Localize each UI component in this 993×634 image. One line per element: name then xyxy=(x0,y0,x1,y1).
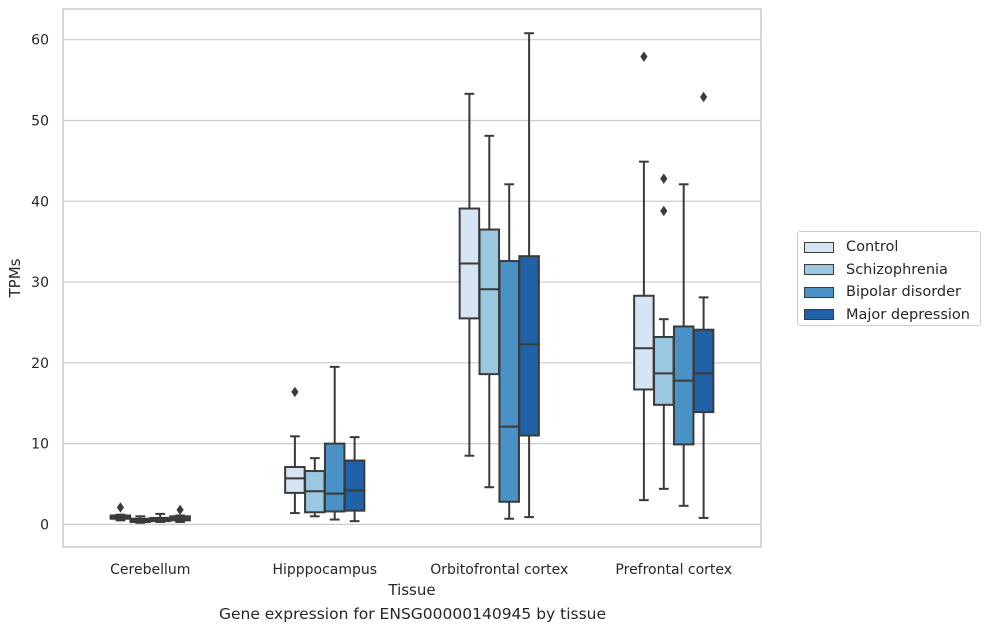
box-control-cerebellum xyxy=(109,502,132,522)
box-schizophrenia-hipppocampus xyxy=(304,457,326,518)
plot-frame xyxy=(62,8,762,548)
y-tick-label: 20 xyxy=(31,356,49,372)
y-tick-label: 50 xyxy=(31,113,49,129)
legend-item-major-depression: Major depression xyxy=(804,304,980,327)
grid-lines xyxy=(63,39,761,525)
x-axis-label: Tissue xyxy=(387,581,435,599)
outlier-point xyxy=(116,502,124,513)
box-control-prefrontal-cortex xyxy=(633,51,655,502)
box-iqr xyxy=(343,459,366,512)
x-tick-label-orbitofrontal-cortex: Orbitofrontal cortex xyxy=(430,562,568,578)
legend-label-bipolar-disorder: Bipolar disorder xyxy=(846,284,961,301)
y-tick-labels: 0 10 20 30 40 50 60 xyxy=(31,33,49,534)
box-schizophrenia-cerebellum xyxy=(129,515,152,524)
outlier-point xyxy=(660,173,668,184)
legend-label-major-depression: Major depression xyxy=(846,306,970,323)
box-iqr xyxy=(653,335,675,406)
outlier-point xyxy=(291,386,299,398)
y-tick-label: 0 xyxy=(40,517,49,533)
box-major-depression-prefrontal-cortex xyxy=(692,91,715,519)
x-tick-label-hipppocampus: Hipppocampus xyxy=(272,562,377,578)
legend-label-schizophrenia: Schizophrenia xyxy=(846,261,948,278)
outlier-point xyxy=(660,205,668,217)
box-iqr xyxy=(498,260,520,503)
box-bipolar-disorder-prefrontal-cortex xyxy=(672,183,695,507)
y-tick-label: 30 xyxy=(31,275,49,291)
chart-caption: Gene expression for ENSG00000140945 by t… xyxy=(218,605,607,623)
box-iqr xyxy=(518,255,540,437)
legend-item-bipolar-disorder: Bipolar disorder xyxy=(804,281,980,304)
legend-swatch-major-depression xyxy=(804,309,834,321)
legend-swatch-bipolar-disorder xyxy=(804,286,834,298)
outlier-point xyxy=(176,504,184,516)
y-tick-label: 60 xyxy=(31,33,49,49)
legend-swatch-schizophrenia xyxy=(804,264,834,276)
box-iqr xyxy=(672,325,695,446)
box-major-depression-hipppocampus xyxy=(343,436,366,523)
outlier-point xyxy=(700,91,708,103)
box-major-depression-orbitofrontal-cortex xyxy=(518,32,540,519)
box-control-hipppocampus xyxy=(284,386,306,515)
box-iqr xyxy=(284,466,306,494)
x-tick-label-cerebellum: Cerebellum xyxy=(110,562,190,578)
y-tick-label: 10 xyxy=(31,437,49,453)
box-iqr xyxy=(478,228,501,376)
box-schizophrenia-prefrontal-cortex xyxy=(653,173,675,490)
box-control-orbitofrontal-cortex xyxy=(458,92,481,457)
legend-label-control: Control xyxy=(846,239,899,256)
box-bipolar-disorder-hipppocampus xyxy=(323,365,346,521)
outlier-point xyxy=(640,51,648,62)
y-axis-label: TPMs xyxy=(6,258,24,298)
legend: Control Schizophrenia Bipolar disorder M… xyxy=(797,231,981,326)
box-major-depression-cerebellum xyxy=(169,504,191,523)
box-iqr xyxy=(633,294,655,391)
legend-swatch-control xyxy=(804,241,834,253)
x-tick-label-prefrontal-cortex: Prefrontal cortex xyxy=(615,562,732,578)
x-tick-labels: Cerebellum Hipppocampus Orbitofrontal cort… xyxy=(110,562,732,578)
y-tick-label: 40 xyxy=(31,194,49,210)
box-groups xyxy=(109,32,715,524)
box-iqr xyxy=(323,442,346,513)
box-bipolar-disorder-orbitofrontal-cortex xyxy=(498,183,520,520)
box-iqr xyxy=(692,328,715,414)
legend-item-control: Control xyxy=(804,236,980,259)
box-schizophrenia-orbitofrontal-cortex xyxy=(478,134,501,489)
box-bipolar-disorder-cerebellum xyxy=(149,512,171,523)
legend-item-schizophrenia: Schizophrenia xyxy=(804,259,980,282)
